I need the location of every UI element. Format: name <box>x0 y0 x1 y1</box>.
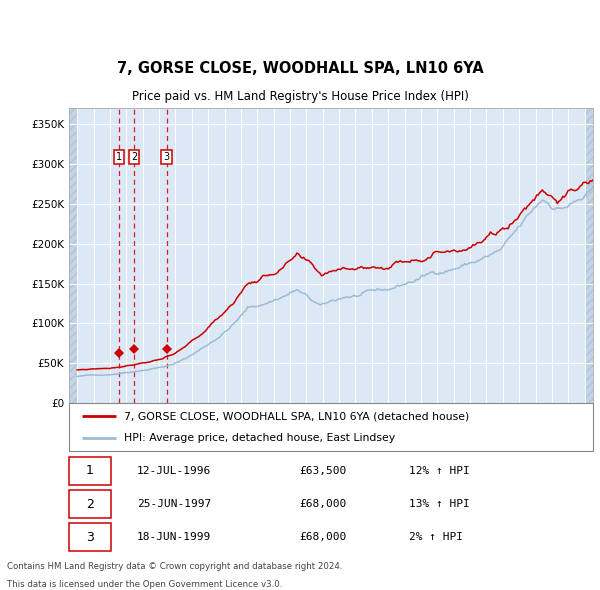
Bar <box>584 108 593 403</box>
FancyBboxPatch shape <box>69 523 111 552</box>
FancyBboxPatch shape <box>69 490 111 518</box>
Text: 25-JUN-1997: 25-JUN-1997 <box>137 499 211 509</box>
Text: 13% ↑ HPI: 13% ↑ HPI <box>409 499 470 509</box>
Text: 12-JUL-1996: 12-JUL-1996 <box>137 466 211 476</box>
Text: £68,000: £68,000 <box>299 499 347 509</box>
Text: 7, GORSE CLOSE, WOODHALL SPA, LN10 6YA (detached house): 7, GORSE CLOSE, WOODHALL SPA, LN10 6YA (… <box>124 411 469 421</box>
Text: 1: 1 <box>116 152 122 162</box>
Text: 12% ↑ HPI: 12% ↑ HPI <box>409 466 470 476</box>
Text: 18-JUN-1999: 18-JUN-1999 <box>137 532 211 542</box>
Text: £63,500: £63,500 <box>299 466 347 476</box>
Text: HPI: Average price, detached house, East Lindsey: HPI: Average price, detached house, East… <box>124 433 395 443</box>
Text: 2: 2 <box>86 497 94 510</box>
Text: 3: 3 <box>86 531 94 544</box>
Text: Contains HM Land Registry data © Crown copyright and database right 2024.: Contains HM Land Registry data © Crown c… <box>7 562 343 571</box>
FancyBboxPatch shape <box>69 457 111 485</box>
Text: 1: 1 <box>86 464 94 477</box>
Bar <box>69 108 77 403</box>
Text: £68,000: £68,000 <box>299 532 347 542</box>
Text: 2: 2 <box>131 152 137 162</box>
Text: 7, GORSE CLOSE, WOODHALL SPA, LN10 6YA: 7, GORSE CLOSE, WOODHALL SPA, LN10 6YA <box>116 61 484 76</box>
Text: Price paid vs. HM Land Registry's House Price Index (HPI): Price paid vs. HM Land Registry's House … <box>131 90 469 103</box>
Text: 3: 3 <box>164 152 170 162</box>
Text: 2% ↑ HPI: 2% ↑ HPI <box>409 532 463 542</box>
Text: This data is licensed under the Open Government Licence v3.0.: This data is licensed under the Open Gov… <box>7 579 283 589</box>
